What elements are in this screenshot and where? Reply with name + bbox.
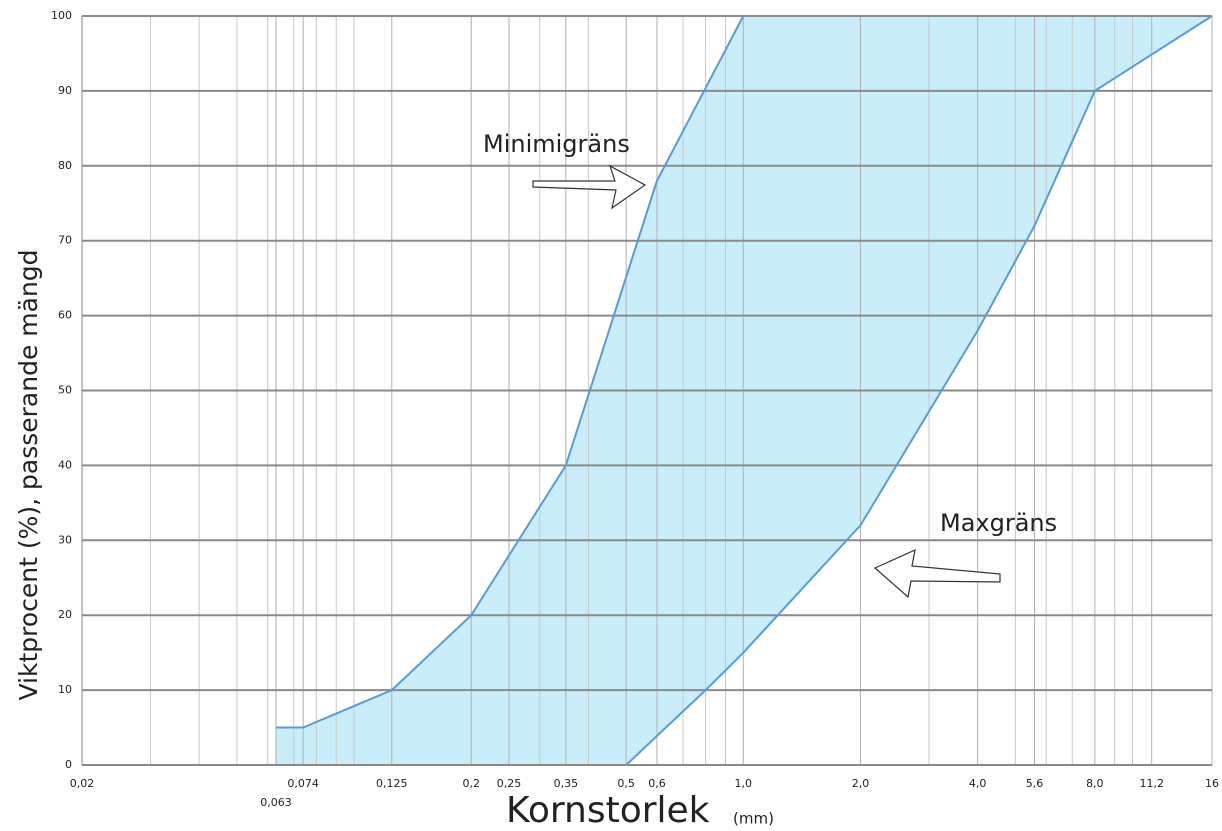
limit-line: [275, 15, 745, 729]
x-tick-label: 16: [1205, 777, 1219, 790]
x-axis-unit: (mm): [733, 810, 774, 828]
x-axis-label: Kornstorlek: [506, 790, 710, 831]
y-tick-label: 100: [51, 9, 72, 22]
y-tick-label: 30: [58, 533, 72, 546]
y-tick-label: 60: [58, 309, 72, 322]
x-tick-label: 0,35: [554, 777, 579, 790]
x-tick-label: 0,125: [376, 777, 408, 790]
y-tick-label: 50: [58, 384, 72, 397]
x-tick-label: 5,6: [1026, 777, 1044, 790]
x-tick-label: 8,0: [1086, 777, 1104, 790]
annotation: Minimigräns: [483, 130, 630, 158]
plot-area: 0 10 20 30 40 50 60 70 80 90 100 0,02 0,063 0,074 0,12…: [51, 9, 1219, 809]
x-tick-label: 0,074: [287, 777, 319, 790]
x-tick-label: 11,2: [1139, 777, 1164, 790]
x-tick-label: 0,2: [462, 777, 480, 790]
y-tick-label: 40: [58, 458, 72, 471]
y-tick-label: 0: [65, 758, 72, 771]
y-tick-label: 70: [58, 234, 72, 247]
y-tick-label: 80: [58, 159, 72, 172]
arrow: [873, 548, 1001, 599]
x-tick-label: 0,6: [648, 777, 666, 790]
x-tick-label: 0,25: [497, 777, 522, 790]
x-tick-label: 0,02: [70, 777, 95, 790]
annotation: Maxgräns: [940, 509, 1057, 537]
x-tick-label: 4,0: [969, 777, 987, 790]
x-tick-label: 0,5: [617, 777, 635, 790]
arrow: [532, 164, 647, 210]
x-tick-label: 2,0: [852, 777, 870, 790]
x-tick-label: 0,063: [260, 796, 292, 809]
y-axis-label: Viktprocent (%), passerande mängd: [14, 249, 43, 700]
y-tick-label: 90: [58, 84, 72, 97]
x-tick-label: 1,0: [735, 777, 753, 790]
limit-line: [625, 15, 1213, 766]
y-tick-label: 10: [58, 683, 72, 696]
y-tick-label: 20: [58, 608, 72, 621]
